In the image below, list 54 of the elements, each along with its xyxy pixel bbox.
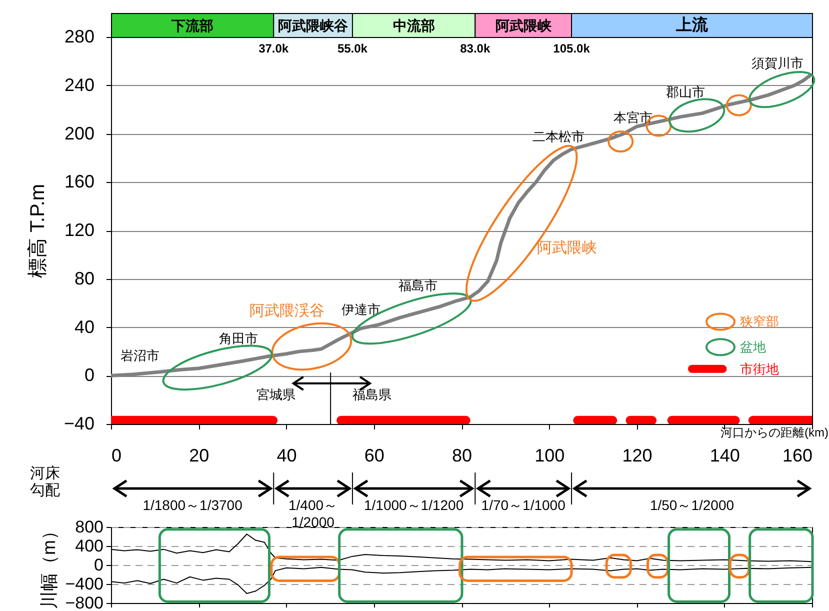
annotation: 二本松市 — [532, 129, 584, 144]
y-tick-label: 0 — [84, 365, 94, 386]
y-tick-label: −800 — [65, 594, 104, 611]
annotation: 阿武隈渓谷 — [249, 302, 324, 320]
x-tick-label: 140 — [710, 446, 740, 466]
x-tick-label: 0 — [112, 446, 122, 466]
y-tick-label: 0 — [94, 556, 104, 574]
x-tick-label: 80 — [452, 446, 472, 466]
annotation: 市街地 — [740, 361, 780, 376]
y-tick-label: 160 — [64, 172, 94, 192]
x-tick-label: 60 — [364, 446, 384, 466]
text: 1/50～1/2000 — [648, 496, 736, 514]
text: 河床勾配 — [29, 464, 61, 498]
y-tick-label: −40 — [64, 414, 94, 434]
annotation: 福島市 — [398, 278, 438, 293]
y-tick-label: 240 — [64, 74, 94, 95]
text: 阿武隈峡 — [495, 18, 552, 34]
text: 下流部 — [170, 18, 214, 34]
y-axis-title: 川幅（m） — [39, 522, 60, 609]
x-tick-label: 160 — [782, 446, 812, 466]
x-tick-label: 40 — [276, 446, 297, 466]
annotation: 55.0k — [337, 41, 368, 56]
annotation: 105.0k — [553, 41, 590, 56]
text: 中流部 — [392, 18, 435, 34]
annotation: 郡山市 — [666, 84, 705, 100]
x-axis-title: 河口からの距離(km) — [720, 426, 828, 440]
text: 阿武隈峡谷 — [278, 18, 350, 34]
text: 1/70～1/1000 — [480, 496, 566, 514]
y-tick-label: 400 — [75, 536, 104, 556]
y-tick-label: 40 — [74, 316, 94, 337]
annotation: 福島県 — [352, 386, 392, 402]
annotation: 1/400～1/2000 — [288, 496, 339, 530]
y-tick-label: 800 — [75, 518, 104, 536]
annotation: 狭窄部 — [740, 314, 780, 330]
x-tick-label: 100 — [534, 446, 565, 466]
annotation: 宮城県 — [256, 386, 296, 402]
annotation: 角田市 — [219, 331, 258, 346]
annotation: 須賀川市 — [751, 55, 804, 70]
annotation: 阿武隈峡 — [537, 239, 598, 256]
text: 1/1000～1/1200 — [362, 496, 465, 514]
annotation: 盆地 — [740, 340, 766, 355]
y-tick-label: 120 — [64, 220, 94, 240]
x-tick-label: 20 — [189, 446, 210, 466]
annotation: 37.0k — [258, 41, 289, 56]
y-tick-label: −400 — [65, 574, 104, 594]
y-tick-label: 80 — [74, 268, 94, 288]
y-tick-label: 200 — [64, 123, 94, 144]
text: 上流 — [675, 15, 710, 34]
annotation: 83.0k — [460, 41, 490, 56]
y-tick-label: 280 — [64, 26, 94, 46]
y-axis-title: 標高 T.P.m — [26, 184, 49, 278]
text: 1/1800～1/3700 — [142, 496, 244, 514]
x-tick-label: 120 — [622, 446, 652, 466]
annotation: 岩沼市 — [120, 348, 160, 364]
